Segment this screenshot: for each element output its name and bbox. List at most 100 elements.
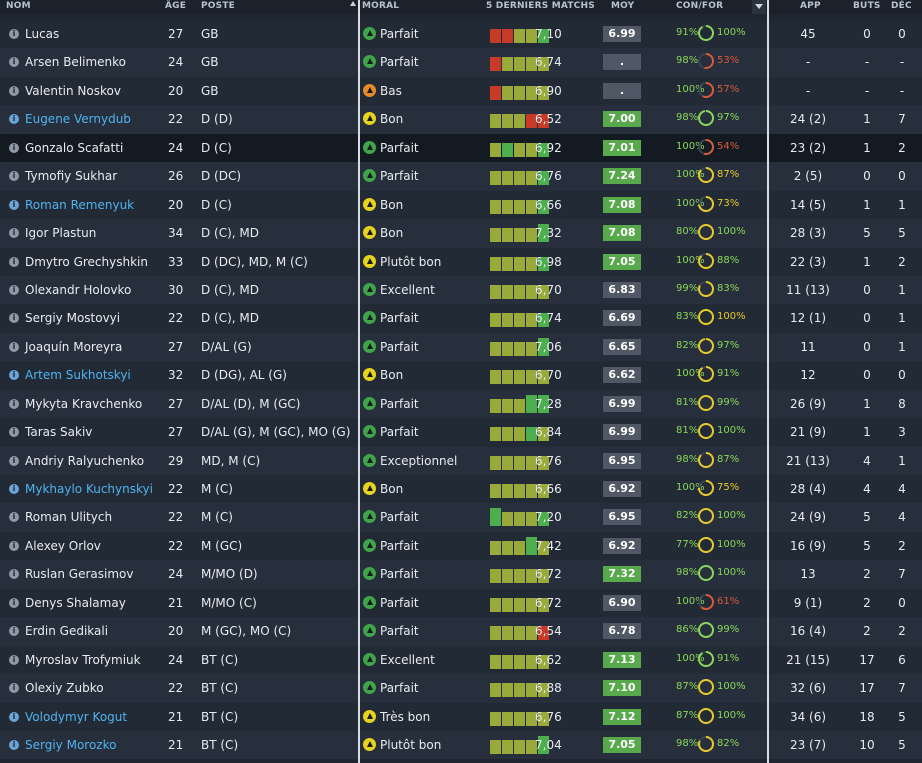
info-icon[interactable]: i xyxy=(9,597,19,608)
player-morale: Parfait xyxy=(380,595,419,610)
player-name[interactable]: Myroslav Trofymiuk xyxy=(25,652,141,667)
player-name[interactable]: Artem Sukhotskyi xyxy=(25,368,131,383)
info-icon[interactable]: i xyxy=(9,114,19,125)
header-morale[interactable]: MORAL xyxy=(362,1,400,11)
player-age: 24 xyxy=(168,140,184,155)
info-icon[interactable]: i xyxy=(9,57,19,68)
info-icon[interactable]: i xyxy=(9,739,19,750)
header-player-of-match[interactable]: DÉC xyxy=(891,1,912,11)
info-icon[interactable]: i xyxy=(9,427,19,438)
info-icon[interactable]: i xyxy=(9,455,19,466)
info-icon[interactable]: i xyxy=(9,484,19,494)
player-name[interactable]: Mykhaylo Kuchynskyi xyxy=(25,482,153,496)
table-row[interactable]: i Volodymyr Kogut 21 BT (C) Très bon 6,76 7.12… xyxy=(0,702,922,731)
header-position[interactable]: POSTE xyxy=(201,1,236,11)
player-name[interactable]: Andriy Ralyuchenko xyxy=(25,453,145,468)
table-row[interactable]: i Joaquín Moreyra 27 D/AL (G) Parfait 7,06 6.6… xyxy=(0,332,922,362)
player-name[interactable]: Valentin Noskov xyxy=(25,83,121,98)
table-row[interactable]: i Eugene Vernydub 22 D (D) Bon 6,52 7.00 98% 97%… xyxy=(0,105,922,134)
info-icon[interactable]: i xyxy=(9,313,19,324)
player-name[interactable]: Roman Remenyuk xyxy=(25,197,135,212)
table-row[interactable]: i Olexandr Holovko 30 D (C), MD Excellent 6,7… xyxy=(0,275,922,305)
player-name[interactable]: Igor Plastun xyxy=(25,226,97,241)
player-name[interactable]: Volodymyr Kogut xyxy=(25,709,128,724)
player-name[interactable]: Roman Ulitych xyxy=(25,510,113,525)
header-name[interactable]: NOM xyxy=(6,1,31,11)
table-row[interactable]: i Lucas 27 GB Parfait 7,10 6.99 91% 100% 45 0 0 xyxy=(0,20,922,49)
table-row[interactable]: i Erdin Gedikali 20 M (GC), MO (C) Parfait 6,… xyxy=(0,617,922,646)
player-name[interactable]: Eugene Vernydub xyxy=(25,112,131,127)
sort-ascending-icon[interactable] xyxy=(350,1,356,6)
table-row[interactable]: i Sergiy Morozko 21 BT (C) Plutôt bon 7,04 7.0… xyxy=(0,730,922,760)
player-name[interactable]: Olexiy Zubko xyxy=(25,681,104,696)
player-name[interactable]: Mykyta Kravchenko xyxy=(25,396,143,411)
header-average-rating[interactable]: MOY xyxy=(611,1,635,11)
table-row[interactable]: i Mykyta Kravchenko 27 D/AL (D), M (GC) Parf… xyxy=(0,389,922,419)
player-name[interactable]: Gonzalo Scafatti xyxy=(25,140,124,155)
info-icon[interactable]: i xyxy=(9,683,19,694)
table-row[interactable]: i Arsen Belimenko 24 GB Parfait 6,74. 98% 53% - -… xyxy=(0,48,922,77)
info-icon[interactable]: i xyxy=(9,512,19,523)
player-name[interactable]: Olexandr Holovko xyxy=(25,282,132,297)
info-icon[interactable]: i xyxy=(9,284,19,295)
table-row[interactable]: i Olexiy Zubko 22 BT (C) Parfait 6,88 7.10 87% 1… xyxy=(0,674,922,703)
fitness-value: 100% xyxy=(717,538,746,550)
info-icon[interactable]: i xyxy=(9,370,19,381)
info-icon[interactable]: i xyxy=(9,256,19,267)
player-position: D (D) xyxy=(201,112,233,127)
player-name[interactable]: Dmytro Grechyshkin xyxy=(25,254,148,269)
player-name[interactable]: Sergiy Morozko xyxy=(25,737,117,752)
table-row[interactable]: i Tymofiy Sukhar 26 D (DC) Parfait 6,76 7.24 10… xyxy=(0,162,922,191)
fitness-ring-icon xyxy=(698,451,714,468)
info-icon[interactable]: i xyxy=(9,29,19,39)
table-row[interactable]: i Dmytro Grechyshkin 33 D (DC), MD, M (C) Pl… xyxy=(0,247,922,276)
info-icon[interactable]: i xyxy=(9,569,19,580)
table-row[interactable]: i Mykhaylo Kuchynskyi 22 M (C) Bon 6,66 6.92 10… xyxy=(0,475,922,504)
form-bar xyxy=(538,597,549,612)
player-name[interactable]: Sergiy Mostovyi xyxy=(25,311,121,326)
info-icon[interactable]: i xyxy=(9,626,19,637)
player-name[interactable]: Arsen Belimenko xyxy=(25,55,127,70)
player-name[interactable]: Denys Shalamay xyxy=(25,595,126,610)
info-icon[interactable]: i xyxy=(9,341,19,352)
player-name[interactable]: Taras Sakiv xyxy=(25,425,93,440)
header-condition-fitness[interactable]: CON/FOR xyxy=(676,1,724,11)
info-icon[interactable]: i xyxy=(9,171,19,182)
table-row[interactable]: i Ruslan Gerasimov 24 M/MO (D) Parfait 6,72 7.… xyxy=(0,560,922,589)
table-row[interactable]: i Roman Remenyuk 20 D (C) Bon 6,66 7.08 100% 73%… xyxy=(0,190,922,220)
table-row[interactable]: i Gonzalo Scafatti 24 D (C) Parfait 6,92 7.01 1… xyxy=(0,133,922,163)
player-name[interactable]: Alexey Orlov xyxy=(25,538,101,553)
player-name[interactable]: Erdin Gedikali xyxy=(25,624,109,639)
info-icon[interactable]: i xyxy=(9,199,19,210)
fitness-ring-icon xyxy=(698,480,714,496)
table-row[interactable]: i Igor Plastun 34 D (C), MD Bon 7,32 7.08 80% 10… xyxy=(0,219,922,248)
table-row[interactable]: i Denys Shalamay 21 M/MO (C) Parfait 6,72 6.90… xyxy=(0,588,922,618)
player-name[interactable]: Lucas xyxy=(25,27,60,41)
player-name[interactable]: Joaquín Moreyra xyxy=(25,339,123,354)
header-goals[interactable]: BUTS xyxy=(853,1,881,11)
player-name[interactable]: Ruslan Gerasimov xyxy=(25,567,134,582)
table-row[interactable]: i Alexey Orlov 22 M (GC) Parfait 7,42 6.92 77% 1… xyxy=(0,531,922,561)
table-row[interactable]: i Roman Ulitych 22 M (C) Parfait 7,20 6.95 82% 1… xyxy=(0,503,922,532)
table-row[interactable]: i Valentin Noskov 20 GB Bas 6,90. 100% 57% - - - xyxy=(0,76,922,106)
header-appearances[interactable]: APP xyxy=(800,1,821,11)
table-row[interactable]: i Andriy Ralyuchenko 29 MD, M (C) Exceptionn… xyxy=(0,446,922,475)
chevron-down-icon[interactable] xyxy=(752,0,766,14)
info-icon[interactable]: i xyxy=(9,228,19,239)
info-icon[interactable]: i xyxy=(9,398,19,409)
header-last-five-matches[interactable]: 5 DERNIERS MATCHS xyxy=(486,1,595,11)
info-icon[interactable]: i xyxy=(9,711,19,722)
info-icon[interactable]: i xyxy=(9,654,19,665)
fitness-ring-icon xyxy=(698,423,714,440)
player-name[interactable]: Tymofiy Sukhar xyxy=(25,169,118,184)
player-of-match: 2 xyxy=(898,538,906,553)
table-row[interactable]: i Taras Sakiv 27 D/AL (G), M (GC), MO (G) Pa… xyxy=(0,418,922,447)
table-row[interactable]: i Sergiy Mostovyi 22 D (C), MD Parfait 6,74 6.… xyxy=(0,304,922,333)
table-row[interactable]: i Myroslav Trofymiuk 24 BT (C) Excellent 6,62… xyxy=(0,645,922,675)
info-icon[interactable]: i xyxy=(9,540,19,551)
table-row[interactable]: i Artem Sukhotskyi 32 D (DG), AL (G) Bon 6,70… xyxy=(0,361,922,390)
form-bar xyxy=(514,142,525,157)
info-icon[interactable]: i xyxy=(9,85,19,96)
info-icon[interactable]: i xyxy=(9,142,19,153)
header-age[interactable]: ÂGE xyxy=(165,1,187,11)
